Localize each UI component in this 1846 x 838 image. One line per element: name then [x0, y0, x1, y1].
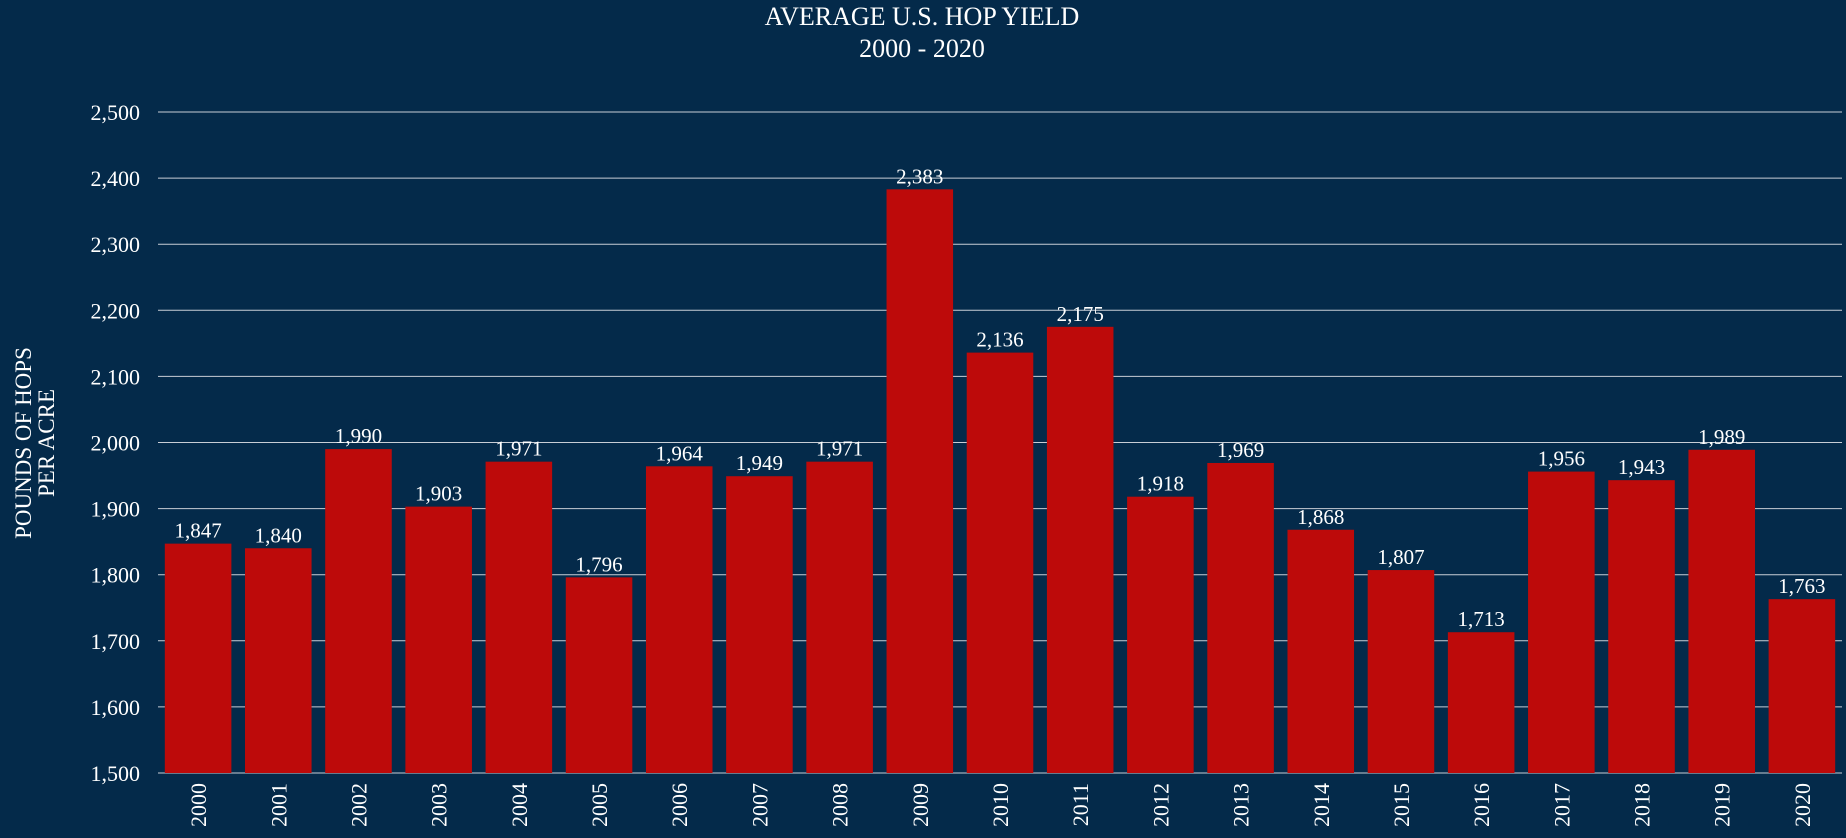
- bar: [1528, 471, 1595, 773]
- bar-value-label: 1,840: [255, 523, 302, 547]
- bar: [164, 543, 232, 773]
- x-tick-label: 2004: [507, 783, 532, 827]
- x-tick-label: 2010: [988, 783, 1013, 827]
- y-axis-title-line-2: PER ACRE: [34, 389, 59, 497]
- x-tick-label: 2002: [346, 783, 371, 827]
- x-tick-label: 2016: [1469, 783, 1494, 827]
- bar: [806, 461, 873, 773]
- x-tick-label: 2013: [1229, 783, 1254, 827]
- y-tick-label: 1,700: [91, 629, 141, 654]
- x-tick-label: 2007: [747, 783, 772, 827]
- bar-value-label: 1,964: [656, 441, 704, 465]
- x-tick-label: 2011: [1068, 783, 1093, 826]
- bar-value-label: 2,383: [896, 164, 943, 188]
- y-tick-label: 2,000: [91, 431, 141, 456]
- x-tick-label: 2019: [1710, 783, 1735, 827]
- bar: [245, 548, 312, 773]
- bar-value-label: 1,763: [1778, 574, 1825, 598]
- bar-value-label: 1,807: [1377, 545, 1424, 569]
- bar: [966, 352, 1034, 773]
- bar: [1367, 570, 1435, 773]
- y-tick-label: 1,500: [91, 761, 141, 786]
- bar-value-label: 1,903: [415, 482, 462, 506]
- bar: [886, 189, 954, 773]
- bar-value-label: 1,969: [1217, 438, 1264, 462]
- x-tick-label: 2009: [908, 783, 933, 827]
- bar-value-label: 1,796: [575, 552, 622, 576]
- bar: [645, 466, 713, 773]
- bar-value-label: 1,713: [1458, 607, 1505, 631]
- y-axis-title-line-1: POUNDS OF HOPS: [11, 347, 36, 539]
- y-tick-label: 1,600: [91, 695, 141, 720]
- bar-value-label: 1,956: [1538, 447, 1585, 471]
- bar: [325, 449, 392, 773]
- bar-value-labels: 1,847 1,840 1,990 1,903 1,971 1,796 1,964 1,949…: [174, 164, 1825, 631]
- bar: [1127, 496, 1194, 773]
- x-tick-label: 2003: [427, 783, 452, 827]
- bar-value-label: 2,175: [1057, 302, 1104, 326]
- bar-value-label: 1,990: [335, 424, 382, 448]
- bar: [1768, 599, 1836, 773]
- y-axis-title: POUNDS OF HOPS PER ACRE: [11, 347, 59, 539]
- x-tick-label: 2018: [1630, 783, 1655, 827]
- x-axis-ticks: 2000 2001 2002 2003 2004 2005 2006 2007 2008 2009…: [186, 783, 1815, 827]
- bar: [565, 577, 633, 773]
- bar-value-label: 1,943: [1618, 455, 1665, 479]
- bar-value-label: 1,989: [1698, 425, 1745, 449]
- bar-value-label: 2,136: [976, 328, 1023, 352]
- x-tick-label: 2015: [1389, 783, 1414, 827]
- bar-value-label: 1,847: [174, 519, 221, 543]
- bar: [1447, 632, 1515, 773]
- bar: [485, 461, 553, 773]
- bar-value-label: 1,918: [1137, 472, 1184, 496]
- bars: [164, 189, 1836, 773]
- x-tick-label: 2006: [667, 783, 692, 827]
- y-tick-label: 1,900: [91, 497, 141, 522]
- bar-value-label: 1,971: [495, 437, 542, 461]
- bar-value-label: 1,971: [816, 437, 863, 461]
- y-tick-label: 2,100: [91, 364, 141, 389]
- y-tick-label: 2,300: [91, 232, 141, 257]
- y-tick-label: 1,800: [91, 563, 141, 588]
- y-axis-ticks: 1,500 1,600 1,700 1,800 1,900 2,000 2,100 2,200…: [91, 100, 141, 786]
- bar-value-label: 1,868: [1297, 505, 1344, 529]
- x-tick-label: 2005: [587, 783, 612, 827]
- x-tick-label: 2001: [266, 783, 291, 827]
- bar: [1608, 480, 1675, 773]
- y-tick-label: 2,500: [91, 100, 141, 125]
- x-tick-label: 2012: [1148, 783, 1173, 827]
- x-tick-label: 2000: [186, 783, 211, 827]
- y-tick-label: 2,400: [91, 166, 141, 191]
- y-tick-label: 2,200: [91, 298, 141, 323]
- bar: [726, 476, 793, 773]
- bar: [1287, 529, 1355, 773]
- x-tick-label: 2017: [1549, 783, 1574, 827]
- chart-title: AVERAGE U.S. HOP YIELD: [765, 2, 1080, 31]
- x-tick-label: 2008: [828, 783, 853, 827]
- bar: [1207, 462, 1274, 773]
- bar: [1688, 449, 1755, 773]
- chart-subtitle: 2000 - 2020: [859, 34, 985, 63]
- bar: [405, 506, 472, 773]
- x-tick-label: 2014: [1309, 783, 1334, 827]
- bar: [1046, 326, 1114, 773]
- x-tick-label: 2020: [1790, 783, 1815, 827]
- bar-value-label: 1,949: [736, 451, 783, 475]
